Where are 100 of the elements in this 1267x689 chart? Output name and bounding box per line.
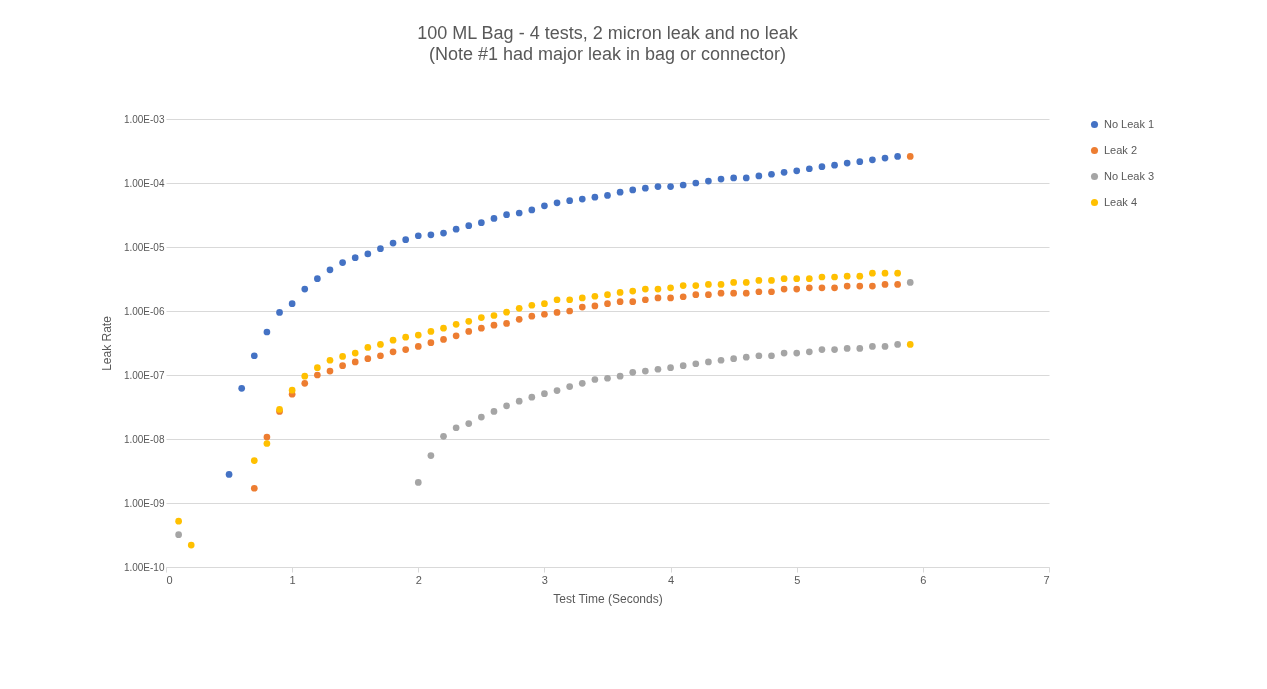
point (742, 174, 750, 182)
point (225, 471, 233, 478)
point (717, 281, 725, 288)
point (187, 541, 195, 549)
point (705, 358, 712, 366)
point (351, 349, 359, 357)
y-tick-label: 1.00E-04 (123, 177, 165, 189)
y-tick-label: 1.00E-10 (123, 561, 165, 573)
point (894, 269, 901, 277)
point (705, 177, 712, 185)
point (250, 352, 258, 360)
point (856, 282, 864, 290)
point (667, 364, 674, 372)
point (831, 161, 838, 169)
point (440, 229, 447, 237)
point (541, 300, 548, 308)
point (427, 452, 435, 459)
point (679, 362, 687, 369)
point (591, 193, 599, 201)
point (793, 349, 801, 357)
point (301, 285, 309, 293)
point (768, 352, 775, 360)
legend-label: No Leak 3 (1104, 169, 1155, 182)
point (793, 275, 801, 283)
point (553, 387, 561, 394)
point (629, 298, 637, 305)
point (427, 231, 435, 239)
point (377, 352, 384, 360)
point (755, 288, 763, 296)
point (591, 376, 599, 383)
point (238, 384, 246, 392)
point (440, 336, 447, 343)
point (768, 170, 775, 178)
point (578, 195, 586, 203)
point (553, 199, 561, 207)
point (894, 341, 901, 348)
point (591, 292, 599, 300)
point (503, 320, 510, 327)
point (175, 517, 182, 525)
y-tick-label: 1.00E-08 (123, 433, 165, 445)
point (679, 293, 687, 301)
point (389, 336, 397, 344)
point (843, 272, 851, 280)
point (730, 279, 737, 286)
point (288, 386, 296, 394)
point (654, 294, 662, 302)
point (780, 285, 788, 293)
point (654, 285, 662, 293)
point (894, 153, 901, 160)
point (831, 346, 838, 353)
point (604, 300, 611, 308)
point (755, 277, 763, 284)
point (553, 309, 561, 316)
point (276, 309, 283, 316)
y-tick-label: 1.00E-05 (123, 241, 165, 253)
legend-label: Leak 4 (1104, 195, 1138, 208)
point (414, 343, 422, 350)
point (326, 367, 334, 375)
point (641, 367, 649, 375)
x-tick-label: 0 (166, 573, 173, 586)
point (364, 250, 372, 258)
point (667, 284, 674, 292)
point (793, 285, 801, 293)
point (440, 324, 447, 332)
point (730, 174, 737, 182)
point (541, 390, 548, 398)
point (528, 312, 536, 320)
point (339, 259, 346, 266)
point (881, 281, 889, 288)
point (566, 307, 574, 315)
point (364, 355, 372, 363)
point (490, 321, 498, 329)
point (566, 296, 574, 304)
point (465, 317, 473, 325)
point (780, 349, 788, 357)
point (641, 184, 649, 192)
point (742, 289, 750, 297)
point (780, 168, 788, 176)
point (515, 397, 523, 405)
point (288, 300, 296, 308)
point (351, 254, 359, 262)
point (377, 245, 384, 253)
point (263, 328, 271, 336)
point (629, 369, 637, 376)
point (818, 284, 826, 292)
point (541, 202, 548, 210)
point (427, 339, 435, 347)
point (503, 308, 510, 316)
point (478, 413, 485, 421)
point (843, 159, 851, 167)
point (414, 232, 422, 240)
point (742, 279, 750, 286)
x-tick-label: 2 (415, 573, 422, 586)
point (503, 402, 510, 410)
point (667, 183, 674, 190)
point (452, 225, 460, 233)
legend-label: Leak 2 (1104, 143, 1138, 156)
point (402, 333, 410, 341)
point (717, 175, 725, 183)
point (515, 209, 523, 217)
